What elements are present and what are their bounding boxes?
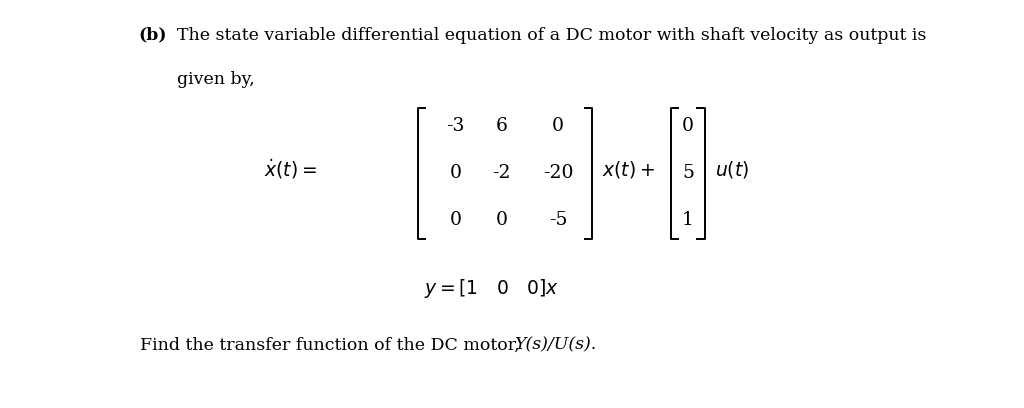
Text: Y(s)/U(s).: Y(s)/U(s). [514, 337, 596, 354]
Text: 0: 0 [552, 118, 564, 135]
Text: -2: -2 [493, 164, 511, 182]
Text: 1: 1 [682, 211, 694, 229]
Text: -3: -3 [446, 118, 465, 135]
Text: Find the transfer function of the DC motor,: Find the transfer function of the DC mot… [140, 337, 525, 354]
Text: The state variable differential equation of a DC motor with shaft velocity as ou: The state variable differential equation… [177, 27, 927, 44]
Text: $u(t)$: $u(t)$ [715, 159, 749, 180]
Text: -5: -5 [549, 211, 567, 229]
Text: 5: 5 [682, 164, 694, 182]
Text: $\dot{x}(t) =$: $\dot{x}(t) =$ [264, 157, 317, 181]
Text: (b): (b) [138, 27, 167, 44]
Text: given by,: given by, [177, 71, 255, 89]
Text: -20: -20 [543, 164, 573, 182]
Text: 6: 6 [496, 118, 508, 135]
Text: $y = [1 \ \ \ 0 \ \ \ 0]x$: $y = [1 \ \ \ 0 \ \ \ 0]x$ [424, 277, 559, 300]
Text: 0: 0 [450, 211, 462, 229]
Text: 0: 0 [682, 118, 694, 135]
Text: 0: 0 [450, 164, 462, 182]
Text: $x(t) +$: $x(t) +$ [602, 159, 655, 180]
Text: 0: 0 [496, 211, 508, 229]
